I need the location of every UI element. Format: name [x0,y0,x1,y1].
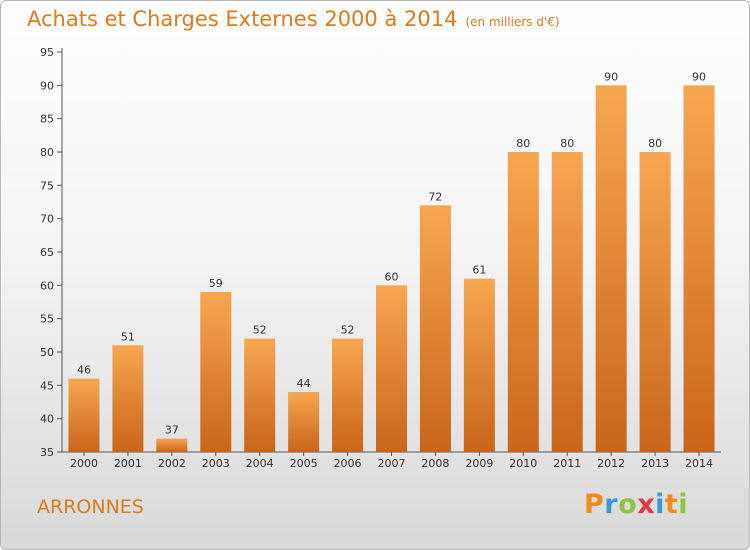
x-tick-label: 2000 [70,457,98,470]
logo-letter: i [655,489,665,520]
chart-title-text: Achats et Charges Externes 2000 à 2014 [27,7,458,31]
x-tick-label: 2012 [597,457,625,470]
bar [68,378,100,452]
bar-value-label: 46 [77,364,91,377]
place-name: ARRONNES [37,496,144,518]
x-tick-label: 2011 [553,457,581,470]
bar [332,338,364,452]
x-tick-label: 2010 [509,457,537,470]
bar [200,292,232,452]
y-tick-label: 80 [40,146,54,159]
logo-letter: t [664,489,679,520]
y-tick-label: 85 [40,113,54,126]
bar [639,152,671,452]
bar [683,85,715,452]
y-tick-label: 60 [40,279,54,292]
bar-value-label: 80 [516,137,530,150]
chart-unit: (en milliers d'€) [465,15,560,29]
y-tick-label: 35 [40,446,54,459]
y-tick-label: 70 [40,213,54,226]
logo-letter: o [618,489,638,520]
y-tick-label: 50 [40,346,54,359]
x-tick-label: 2003 [202,457,230,470]
bar [112,345,144,452]
bar-value-label: 90 [604,70,618,83]
x-tick-label: 2007 [378,457,406,470]
x-tick-label: 2002 [158,457,186,470]
bar-value-label: 72 [428,190,442,203]
bar [244,338,276,452]
bar [507,152,539,452]
x-tick-label: 2013 [641,457,669,470]
y-tick-label: 45 [40,379,54,392]
logo-letter: x [637,489,656,520]
y-tick-label: 55 [40,313,54,326]
bar-value-label: 59 [209,277,223,290]
x-tick-label: 2001 [114,457,142,470]
bar-value-label: 61 [472,264,486,277]
logo-letter: i [678,489,689,520]
bar [288,392,320,452]
x-tick-label: 2006 [334,457,362,470]
x-tick-label: 2005 [290,457,318,470]
x-tick-label: 2014 [685,457,713,470]
proxiti-logo: Proxiti [584,489,688,520]
bar-value-label: 80 [560,137,574,150]
y-tick-label: 40 [40,413,54,426]
x-tick-label: 2008 [421,457,449,470]
bar [463,278,495,452]
y-tick-label: 75 [40,179,54,192]
y-tick-label: 65 [40,246,54,259]
bar-value-label: 80 [648,137,662,150]
logo-letter: r [604,489,619,520]
bar [156,438,188,452]
y-tick-label: 95 [40,46,54,59]
x-tick-label: 2004 [246,457,274,470]
chart-title: Achats et Charges Externes 2000 à 2014 (e… [27,7,560,31]
bar-value-label: 52 [341,324,355,337]
bar [595,85,627,452]
x-tick-label: 2009 [465,457,493,470]
bar [419,205,451,452]
bar-value-label: 60 [385,270,399,283]
bar-value-label: 52 [253,324,267,337]
bar-value-label: 90 [692,70,706,83]
bar-value-label: 51 [121,330,135,343]
bar [376,285,407,452]
bar-value-label: 44 [297,377,311,390]
y-tick-label: 90 [40,79,54,92]
bar-value-label: 37 [165,424,179,437]
bar [551,152,583,452]
logo-letter: P [584,489,605,520]
